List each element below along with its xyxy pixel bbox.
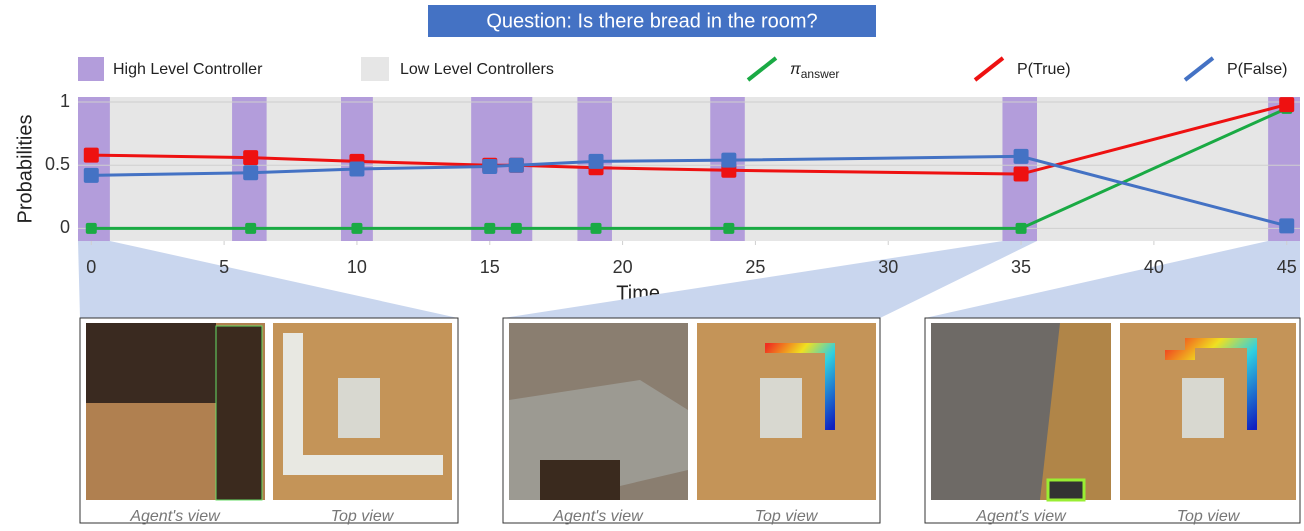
point	[84, 148, 99, 163]
legend-label: Low Level Controllers	[400, 61, 554, 78]
point	[243, 165, 258, 180]
point	[1279, 97, 1294, 112]
point	[509, 158, 524, 173]
x-tick-label: 20	[613, 257, 633, 277]
point	[591, 223, 602, 234]
point	[86, 223, 97, 234]
x-tick-label: 0	[86, 257, 96, 277]
legend-line	[748, 58, 776, 80]
point	[1014, 149, 1029, 164]
island	[1182, 378, 1224, 438]
caption: Agent's view	[552, 508, 644, 525]
x-tick-label: 45	[1277, 257, 1297, 277]
legend-subscript: answer	[801, 67, 840, 81]
panel: Agent's view Top view	[925, 318, 1300, 525]
point	[482, 159, 497, 174]
point	[589, 154, 604, 169]
caption: Top view	[1177, 508, 1241, 525]
counter	[283, 455, 443, 475]
point	[245, 223, 256, 234]
legend-label: P(False)	[1227, 61, 1287, 78]
panel: Agent's view Top view	[503, 318, 880, 525]
point	[351, 223, 362, 234]
x-tick-label: 25	[745, 257, 765, 277]
box	[1048, 480, 1084, 500]
point	[243, 150, 258, 165]
legend-line	[1185, 58, 1213, 80]
x-tick-label: 10	[347, 257, 367, 277]
figure: Question: Is there bread in the room? Pr…	[0, 0, 1304, 531]
point	[1014, 167, 1029, 182]
island	[338, 378, 380, 438]
y-tick-label: 0	[60, 217, 70, 237]
point	[349, 162, 364, 177]
caption: Agent's view	[129, 508, 221, 525]
x-tick-label: 35	[1011, 257, 1031, 277]
caption: Agent's view	[975, 508, 1067, 525]
y-tick-label: 1	[60, 91, 70, 111]
x-tick-label: 15	[480, 257, 500, 277]
legend-label: P(True)	[1017, 61, 1071, 78]
cabinet	[540, 460, 620, 500]
connector	[503, 241, 1037, 318]
x-tick-label: 5	[219, 257, 229, 277]
legend-swatch	[361, 57, 389, 81]
door	[216, 326, 262, 500]
y-tick-label: 0.5	[45, 154, 70, 174]
legend-name: P(True)	[1017, 61, 1071, 78]
wall	[86, 323, 216, 403]
question: Question: Is there bread in the room?	[486, 10, 817, 32]
point	[723, 223, 734, 234]
island	[760, 378, 802, 438]
legend-label: πanswer	[790, 61, 839, 81]
legend-line	[975, 58, 1003, 80]
panel: Agent's view Top view	[80, 318, 458, 525]
legend-swatch	[78, 57, 104, 81]
x-tick-label: 40	[1144, 257, 1164, 277]
point	[484, 223, 495, 234]
point	[511, 223, 522, 234]
legend-label: High Level Controller	[113, 61, 263, 78]
counter	[283, 333, 303, 473]
point	[1279, 218, 1294, 233]
legend-name: P(False)	[1227, 61, 1287, 78]
point	[721, 153, 736, 168]
point	[1016, 223, 1027, 234]
point	[84, 168, 99, 183]
y-axis-label: Probabilities	[14, 115, 36, 224]
caption: Top view	[755, 508, 819, 525]
caption: Top view	[331, 508, 395, 525]
x-tick-label: 30	[878, 257, 898, 277]
connector	[78, 241, 458, 318]
legend-name: π	[790, 61, 801, 78]
